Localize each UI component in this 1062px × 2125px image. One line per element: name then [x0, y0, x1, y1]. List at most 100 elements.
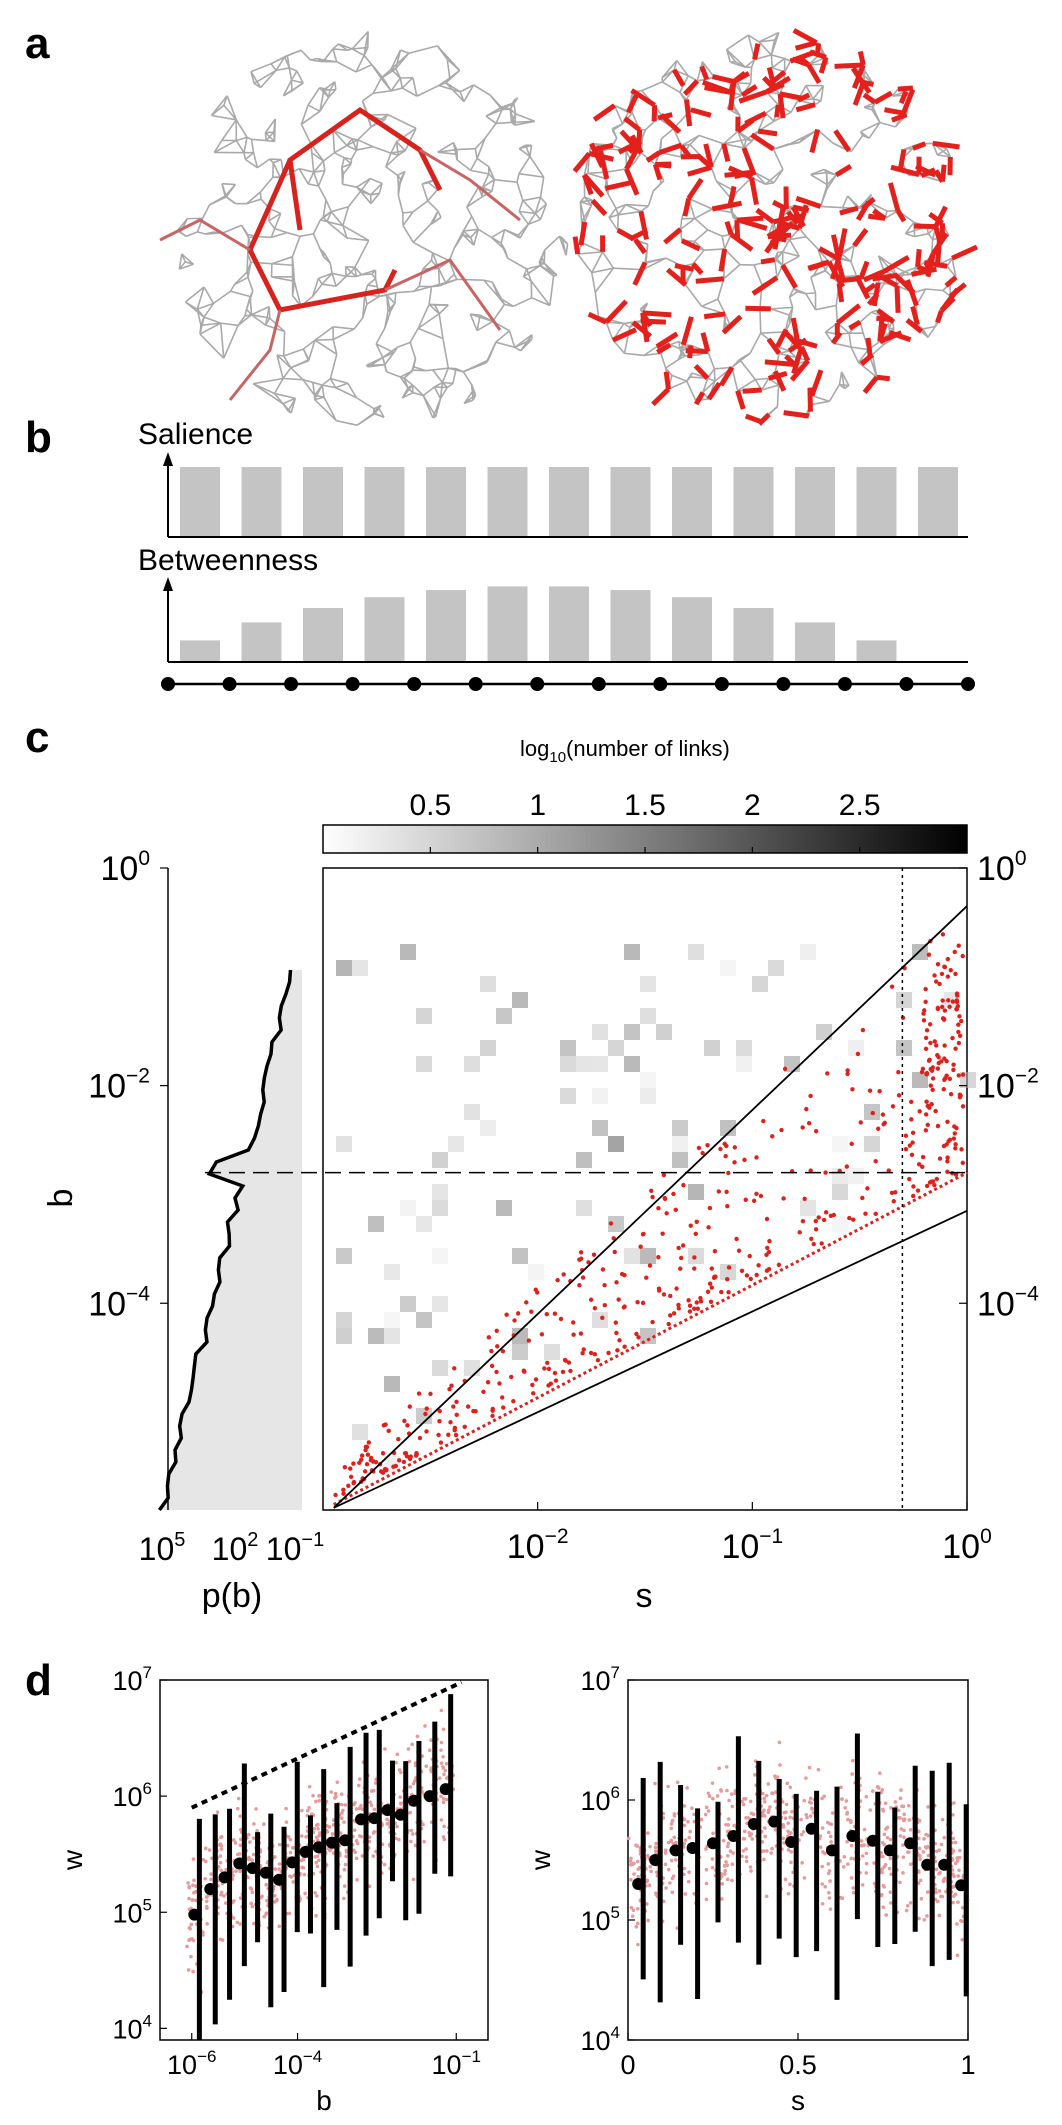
- network-link: [345, 266, 352, 273]
- data-point: [930, 1179, 936, 1184]
- y-axis-label: w: [57, 1849, 88, 1871]
- network-link: [725, 49, 732, 63]
- high-betweenness-link: [638, 210, 649, 240]
- network-link: [290, 367, 304, 381]
- betweenness-bar: [487, 586, 528, 662]
- scatter-point: [314, 1860, 319, 1865]
- scatter-point: [437, 1776, 442, 1780]
- heatmap-cell: [496, 1200, 512, 1216]
- network-link: [922, 325, 936, 330]
- scatter-point: [654, 1870, 659, 1875]
- scatter-point: [706, 1791, 711, 1796]
- data-point: [891, 1199, 897, 1204]
- mean-point: [866, 1834, 879, 1847]
- scatter-point: [749, 1811, 754, 1816]
- data-point: [548, 1381, 554, 1386]
- network-link: [319, 89, 325, 112]
- network-link: [361, 294, 366, 318]
- y-tick-label-right-exp: −4: [1015, 1282, 1039, 1305]
- scatter-point: [663, 1851, 668, 1855]
- scatter-point: [864, 1871, 869, 1875]
- scatter-point: [908, 1828, 913, 1832]
- scatter-point: [255, 1828, 259, 1833]
- network-link: [351, 30, 369, 50]
- network-link: [753, 264, 763, 285]
- plot-frame: [159, 1679, 489, 2041]
- network-link: [931, 239, 934, 251]
- scatter-point: [904, 1908, 909, 1913]
- network-link: [321, 378, 331, 386]
- network-link: [341, 167, 344, 185]
- scatter-point: [408, 1810, 413, 1815]
- y-tick-label-exp: 5: [143, 1895, 152, 1914]
- network-link: [378, 183, 383, 194]
- network-link: [771, 54, 785, 60]
- network-link: [904, 221, 915, 235]
- scatter-point: [192, 1890, 196, 1895]
- network-link: [684, 284, 703, 307]
- scatter-point: [744, 1859, 749, 1864]
- scatter-point: [826, 1862, 831, 1866]
- heatmap-cell: [688, 1184, 704, 1200]
- data-point: [635, 1300, 640, 1305]
- data-point: [494, 1328, 499, 1333]
- heatmap-cell: [384, 1328, 400, 1344]
- network-link: [330, 377, 348, 384]
- network-link: [512, 297, 532, 308]
- mean-point: [632, 1878, 645, 1890]
- mean-point: [286, 1856, 299, 1869]
- network-link: [676, 60, 689, 77]
- scatter-point: [262, 1914, 267, 1919]
- data-point: [800, 1125, 805, 1130]
- scatter-point: [421, 1822, 425, 1827]
- heatmap-cell: [624, 1024, 640, 1040]
- high-betweenness-link: [679, 144, 693, 160]
- scatter-point: [669, 1826, 674, 1831]
- network-link: [442, 381, 453, 385]
- network-link: [786, 141, 800, 146]
- data-point: [924, 1071, 929, 1076]
- network-link: [235, 140, 245, 154]
- network-link: [257, 235, 272, 239]
- pb-tick-label: 10−1: [266, 1529, 324, 1567]
- scatter-point: [786, 1821, 790, 1825]
- scatter-point: [782, 1810, 786, 1815]
- network-link: [942, 289, 951, 297]
- network-link: [494, 178, 518, 184]
- data-point: [941, 1087, 946, 1092]
- high-betweenness-link: [901, 88, 916, 115]
- data-point: [494, 1369, 499, 1375]
- network-link: [441, 367, 450, 383]
- network-link: [438, 84, 461, 93]
- network-link: [680, 217, 696, 230]
- network-link: [402, 225, 414, 243]
- network-link: [220, 322, 239, 327]
- lower-bound-line: [333, 1209, 968, 1509]
- data-point: [800, 1218, 806, 1224]
- chain-node: [345, 677, 360, 691]
- heatmap-cell: [336, 1328, 352, 1344]
- scatter-point: [412, 1779, 417, 1783]
- data-point: [926, 952, 932, 957]
- network-link: [271, 262, 294, 267]
- network-link: [268, 220, 276, 230]
- network-link: [914, 232, 929, 238]
- network-link: [437, 141, 454, 153]
- data-point: [754, 1191, 759, 1196]
- data-point: [957, 1014, 962, 1019]
- heatmap-cell: [752, 976, 768, 992]
- network-link: [868, 122, 881, 139]
- data-point: [555, 1277, 560, 1283]
- heatmap-cell: [432, 1408, 448, 1424]
- network-link: [332, 129, 353, 140]
- x-tick-label-exp: −1: [462, 2047, 481, 2066]
- network-link: [270, 63, 277, 71]
- mean-point: [904, 1837, 917, 1850]
- high-betweenness-link: [862, 269, 886, 283]
- scatter-point: [668, 1881, 672, 1885]
- scatter-point: [783, 1877, 788, 1882]
- x-tick-label: 10−6: [167, 2047, 216, 2080]
- scatter-point: [784, 1802, 789, 1807]
- scatter-point: [922, 1837, 926, 1841]
- scatter-point: [956, 1874, 961, 1878]
